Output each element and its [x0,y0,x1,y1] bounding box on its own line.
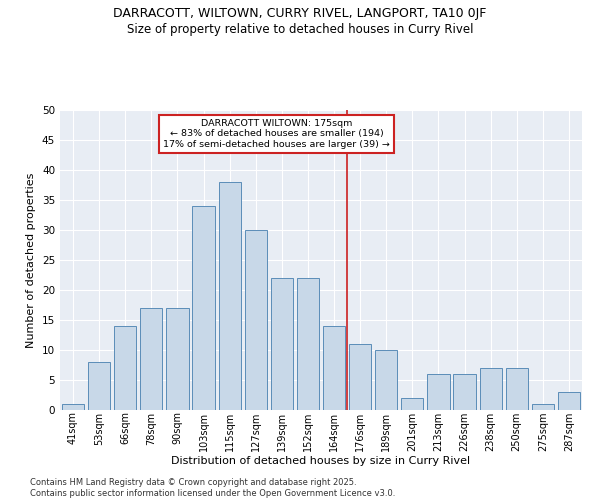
Bar [218,182,241,410]
Bar [454,374,476,410]
Bar [245,230,267,410]
Bar [271,278,293,410]
Bar [140,308,163,410]
Bar [479,368,502,410]
Text: DARRACOTT, WILTOWN, CURRY RIVEL, LANGPORT, TA10 0JF: DARRACOTT, WILTOWN, CURRY RIVEL, LANGPOR… [113,8,487,20]
Bar [114,326,136,410]
Text: Contains HM Land Registry data © Crown copyright and database right 2025.
Contai: Contains HM Land Registry data © Crown c… [30,478,395,498]
Bar [323,326,345,410]
X-axis label: Distribution of detached houses by size in Curry Rivel: Distribution of detached houses by size … [172,456,470,466]
Y-axis label: Number of detached properties: Number of detached properties [26,172,37,348]
Bar [349,344,371,410]
Bar [297,278,319,410]
Text: DARRACOTT WILTOWN: 175sqm
← 83% of detached houses are smaller (194)
17% of semi: DARRACOTT WILTOWN: 175sqm ← 83% of detac… [163,119,390,149]
Bar [375,350,397,410]
Bar [427,374,449,410]
Bar [88,362,110,410]
Text: Size of property relative to detached houses in Curry Rivel: Size of property relative to detached ho… [127,22,473,36]
Bar [532,404,554,410]
Bar [506,368,528,410]
Bar [166,308,188,410]
Bar [62,404,84,410]
Bar [401,398,424,410]
Bar [558,392,580,410]
Bar [193,206,215,410]
